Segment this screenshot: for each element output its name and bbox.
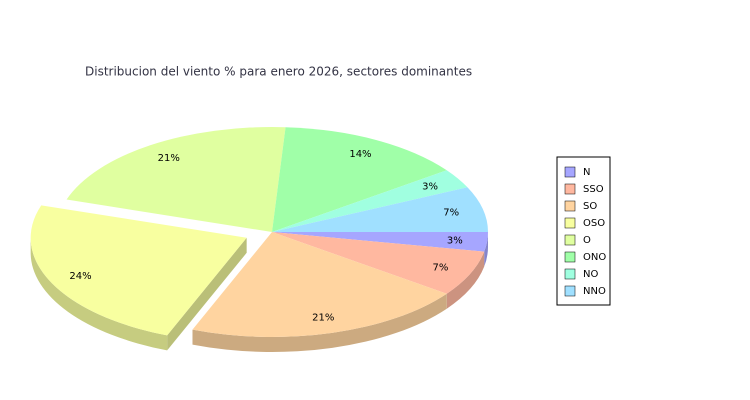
slice <box>192 232 447 337</box>
legend: N SSO SO OSO O ONO NO NNO <box>564 166 606 297</box>
legend-swatch <box>564 166 576 178</box>
legend-swatch <box>564 268 576 280</box>
legend-label: OSO <box>583 218 605 229</box>
legend-swatch <box>564 234 576 246</box>
slice-side <box>484 232 488 267</box>
data-label: 7% <box>443 208 459 219</box>
legend-swatch <box>564 217 576 229</box>
legend-label: N <box>583 167 590 178</box>
legend-swatch <box>564 251 576 263</box>
legend-swatch <box>564 285 576 297</box>
legend-label: NO <box>583 269 598 280</box>
slice <box>272 127 447 232</box>
slice <box>66 126 286 232</box>
legend-label: SO <box>583 201 597 212</box>
slice-side <box>446 251 485 309</box>
legend-label: NNO <box>583 286 606 297</box>
pie-tops <box>30 126 488 337</box>
slice <box>272 232 488 252</box>
chart-title: Distribucion del viento % para enero 202… <box>85 65 472 79</box>
data-label: 14% <box>349 149 371 160</box>
data-label: 3% <box>422 182 438 193</box>
legend-swatch <box>564 183 576 195</box>
legend-label: O <box>583 235 591 246</box>
legend-swatch <box>564 200 576 212</box>
legend-box <box>556 156 611 306</box>
slice <box>30 205 247 336</box>
data-label: 24% <box>69 271 91 282</box>
data-label: 3% <box>447 235 463 246</box>
slice <box>272 170 468 232</box>
legend-label: SSO <box>583 184 604 195</box>
data-label: 21% <box>312 313 334 324</box>
slice-side <box>192 293 447 352</box>
pie-sides <box>30 232 488 352</box>
slice <box>272 187 488 232</box>
slice <box>272 232 485 294</box>
data-label: 7% <box>433 262 449 273</box>
slice-side <box>30 237 168 351</box>
legend-label: ONO <box>583 252 606 263</box>
pie-labels: 3% 7% 21% 24% 21% 14% 3% 7% <box>69 149 462 324</box>
data-label: 21% <box>158 153 180 164</box>
slice-face <box>167 237 247 351</box>
